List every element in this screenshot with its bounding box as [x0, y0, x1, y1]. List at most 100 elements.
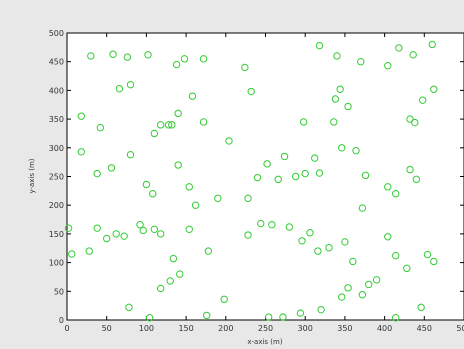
scatter-point: [268, 221, 276, 229]
y-tick-label: 150: [49, 230, 64, 239]
y-tick-label: 250: [49, 173, 64, 182]
scatter-point: [338, 293, 346, 301]
scatter-point: [257, 219, 265, 228]
scatter-point: [180, 55, 189, 63]
scatter-point: [93, 224, 101, 232]
scatter-point: [185, 225, 193, 234]
x-tick-label: 300: [298, 324, 313, 333]
scatter-point: [145, 314, 154, 322]
y-tick-label: 450: [49, 58, 64, 67]
scatter-point: [392, 252, 400, 260]
scatter-point: [395, 44, 403, 52]
scatter-point: [365, 280, 373, 289]
scatter-point: [361, 171, 370, 180]
scatter-point: [64, 224, 73, 232]
scatter-point: [280, 152, 289, 161]
scatter-point: [358, 204, 367, 212]
scatter-point: [430, 85, 438, 93]
scatter-point: [103, 234, 111, 243]
scatter-point: [406, 165, 414, 174]
scatter-point: [314, 247, 322, 255]
scatter-point: [384, 183, 392, 191]
scatter-point: [144, 51, 152, 59]
scatter-point: [298, 237, 306, 245]
scatter-point: [150, 129, 159, 138]
y-tick-label: 200: [49, 201, 64, 210]
plot-area: [66, 32, 464, 321]
scatter-point: [330, 118, 338, 126]
scatter-point: [126, 150, 135, 159]
scatter-point: [220, 295, 228, 304]
scatter-point: [126, 80, 135, 89]
scatter-point: [93, 169, 101, 178]
scatter-point: [77, 148, 85, 156]
x-tick-label: 0: [64, 324, 69, 333]
scatter-point: [214, 194, 222, 203]
scatter-point: [253, 173, 262, 182]
scatter-point: [296, 309, 305, 317]
scatter-point: [174, 161, 182, 169]
scatter-point: [392, 314, 400, 322]
scatter-point: [149, 190, 157, 198]
scatter-point: [263, 160, 271, 168]
scatter-point: [191, 201, 200, 209]
scatter-point: [428, 40, 436, 49]
y-tick-label: 100: [49, 259, 64, 268]
x-tick-label: 350: [337, 324, 352, 333]
scatter-point: [120, 232, 128, 240]
scatter-point: [188, 92, 197, 100]
scatter-point: [109, 50, 117, 58]
scatter-point: [164, 121, 173, 129]
scatter-point: [142, 180, 151, 189]
scatter-point: [150, 225, 159, 234]
scatter-point: [199, 55, 208, 63]
scatter-point: [406, 115, 414, 123]
scatter-point: [107, 164, 116, 172]
scatter-point: [358, 291, 367, 299]
scatter-point: [403, 264, 411, 273]
scatter-point: [225, 137, 233, 145]
x-tick-label: 450: [417, 324, 432, 333]
scatter-point: [172, 60, 181, 69]
y-tick-label: 500: [49, 29, 64, 38]
scatter-point: [412, 175, 421, 184]
scatter-point: [411, 118, 419, 127]
scatter-point: [96, 124, 105, 132]
scatter-point: [244, 194, 252, 203]
scatter-point: [185, 183, 193, 191]
scatter-point: [417, 303, 425, 312]
scatter-point: [311, 154, 319, 162]
scatter-point: [333, 52, 341, 60]
scatter-point: [338, 144, 346, 152]
scatter-point: [331, 95, 340, 103]
scatter-point: [77, 112, 85, 120]
x-tick-label: 100: [139, 324, 154, 333]
scatter-point: [247, 87, 255, 96]
scatter-point: [203, 311, 211, 320]
scatter-point: [112, 230, 120, 238]
y-tick-label: 0: [59, 316, 64, 325]
scatter-point: [409, 51, 417, 59]
x-tick-label: 500: [456, 324, 464, 333]
scatter-point: [430, 257, 438, 266]
scatter-point: [136, 221, 144, 229]
data-points: [64, 40, 438, 322]
y-tick-label: 350: [49, 115, 64, 124]
x-tick-label: 200: [218, 324, 233, 333]
x-tick-label: 250: [258, 324, 273, 333]
scatter-point: [264, 313, 273, 321]
scatter-point: [392, 190, 400, 198]
scatter-point: [299, 118, 308, 126]
scatter-point: [166, 277, 174, 285]
x-tick-label: 150: [178, 324, 193, 333]
scatter-point: [419, 96, 427, 104]
scatter-point: [315, 169, 324, 177]
scatter-point: [384, 62, 392, 70]
scatter-point: [156, 284, 165, 293]
y-tick-label: 50: [54, 287, 64, 296]
y-axis-title: y-axis (m): [28, 158, 36, 193]
scatter-point: [168, 121, 176, 129]
scatter-point: [384, 233, 392, 241]
